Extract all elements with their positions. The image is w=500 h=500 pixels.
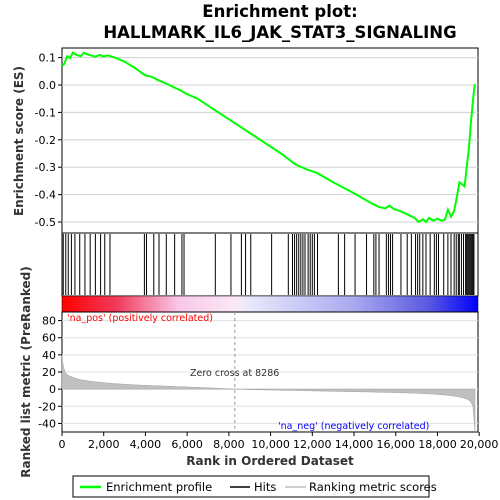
es-tick-label: -0.1 <box>35 106 56 119</box>
legend-label-profile: Enrichment profile <box>106 480 212 494</box>
legend-label-ranking: Ranking metric scores <box>309 480 437 494</box>
rank-tick-label: 60 <box>42 332 56 345</box>
x-tick-label: 4,000 <box>130 438 162 451</box>
x-tick-label: 2,000 <box>88 438 120 451</box>
enrichment-profile-line <box>61 51 476 224</box>
x-tick-label: 20,000 <box>460 438 499 451</box>
es-tick-label: -0.3 <box>35 161 56 174</box>
chart-title-line1: Enrichment plot: <box>202 2 357 21</box>
x-tick-label: 10,000 <box>251 438 290 451</box>
chart-title-line2: HALLMARK_IL6_JAK_STAT3_SIGNALING <box>103 23 456 42</box>
x-tick-label: 12,000 <box>293 438 332 451</box>
legend: Enrichment profile Hits Ranking metric s… <box>72 475 437 498</box>
zero-cross-label: Zero cross at 8286 <box>190 368 279 379</box>
rank-axis-title: Ranked list metric (PreRanked) <box>19 266 33 478</box>
rank-panel: 80 60 40 20 0 -20 -40 0 2,000 4,000 6,000 8,000 10,… <box>19 266 498 478</box>
rank-tick-label: -20 <box>38 400 56 413</box>
es-tick-label: -0.2 <box>35 134 56 147</box>
x-tick-label: 14,000 <box>335 438 374 451</box>
x-tick-label: 18,000 <box>418 438 457 451</box>
hits-panel <box>61 232 479 297</box>
hit-marks <box>62 234 475 295</box>
x-tick-label: 16,000 <box>376 438 415 451</box>
es-tick-label: -0.5 <box>35 216 56 229</box>
es-y-ticks: 0.1 0.0 -0.1 -0.2 -0.3 -0.4 -0.5 <box>35 52 62 229</box>
x-axis-title: Rank in Ordered Dataset <box>186 454 354 468</box>
rank-tick-label: -40 <box>38 417 56 430</box>
es-tick-label: -0.4 <box>35 189 56 202</box>
ranking-metric-area <box>61 354 476 433</box>
x-tick-label: 6,000 <box>171 438 203 451</box>
legend-label-hits: Hits <box>254 480 276 494</box>
rank-tick-label: 80 <box>42 315 56 328</box>
x-tick-label: 0 <box>59 438 66 451</box>
x-tick-label: 8,000 <box>213 438 245 451</box>
rank-tick-label: 0 <box>49 383 56 396</box>
es-grid <box>62 57 478 223</box>
hits-frame <box>61 232 479 297</box>
es-tick-label: 0.1 <box>39 52 57 65</box>
es-axis-title: Enrichment score (ES) <box>12 66 26 216</box>
pos-correlated-label: 'na_pos' (positively correlated) <box>67 313 213 324</box>
rank-y-ticks: 80 60 40 20 0 -20 -40 <box>38 315 62 430</box>
es-panel: 0.1 0.0 -0.1 -0.2 -0.3 -0.4 -0.5 Enrichment sc… <box>12 47 479 234</box>
rank-tick-label: 20 <box>42 366 56 379</box>
neg-correlated-label: 'na_neg' (negatively correlated) <box>278 421 429 432</box>
es-plot-frame <box>61 47 479 234</box>
rank-gradient-bar <box>61 295 479 313</box>
legend-box <box>72 475 430 498</box>
rank-tick-label: 40 <box>42 349 56 362</box>
rank-x-ticks: 0 2,000 4,000 6,000 8,000 10,000 12,000 14,000 1… <box>59 432 499 451</box>
es-tick-label: 0.0 <box>39 79 57 92</box>
